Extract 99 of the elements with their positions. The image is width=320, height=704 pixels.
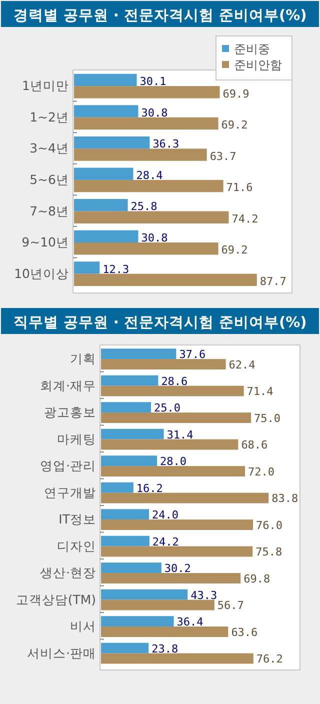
data-label: 25.0 [154,402,180,415]
bar [101,509,149,520]
y-tick-label: 3~4년 [30,140,69,156]
bar [101,412,251,423]
chart-title: 직무별 공무원 · 전문자격시험 준비여부(%) [13,315,307,331]
bar [74,136,150,149]
bar [74,74,137,86]
bar [101,616,174,627]
bar [101,456,157,466]
data-label: 28.6 [161,374,188,388]
data-label: 62.4 [228,358,256,372]
y-tick-label: 영업·관리 [40,458,96,474]
data-label: 71.4 [246,385,274,398]
y-tick-label: 서비스·판매 [27,645,96,660]
bar [101,653,254,664]
bar [101,348,176,360]
y-tick-label: 마케팅 [57,431,96,446]
bar [101,536,150,546]
bar [101,482,134,493]
data-label: 30.2 [164,562,191,576]
data-label: 74.2 [232,212,258,226]
bar [74,274,257,286]
bar [74,262,100,274]
bar [101,573,241,584]
data-label: 24.0 [152,508,178,522]
legend-label: 준비안함 [234,58,282,72]
data-label: 87.7 [260,274,286,288]
data-label: 83.8 [272,492,298,506]
y-tick-label: 1~2년 [30,109,69,124]
bar [74,168,134,180]
y-tick-label: 생산·현장 [40,565,96,580]
data-label: 36.3 [152,138,180,151]
data-label: 72.0 [248,465,274,478]
data-label: 16.2 [136,482,163,495]
data-label: 28.0 [160,455,186,468]
data-label: 24.2 [152,535,179,548]
bar [74,180,224,192]
data-label: 37.6 [179,348,206,362]
bar [101,428,164,440]
data-label: 68.6 [241,438,268,452]
bar [74,86,220,98]
bar [74,242,218,255]
data-label: 31.4 [166,428,194,442]
bar [101,466,245,476]
bar [74,105,138,118]
data-label: 76.2 [256,652,283,666]
y-tick-label: IT정보 [58,512,96,527]
bar [101,626,228,637]
y-tick-label: 기획 [70,351,96,366]
bar [101,589,188,600]
y-tick-label: 고객상담(TM) [16,592,96,607]
data-label: 69.2 [221,244,248,257]
data-label: 63.7 [210,150,236,163]
bar [101,375,158,386]
data-label: 76.0 [256,518,282,532]
data-label: 25.8 [130,200,158,214]
data-label: 30.8 [141,106,168,120]
bar [101,642,149,654]
data-label: 56.7 [217,599,244,612]
bar [74,117,218,130]
data-label: 71.6 [226,181,253,194]
y-tick-label: 연구개발 [44,484,96,500]
y-tick-label: 10년이상 [14,266,69,281]
data-label: 28.4 [136,168,164,182]
chart-title: 경력별 공무원 · 전문자격시험 준비여부(%) [13,8,307,24]
data-label: 69.8 [244,572,270,586]
bar [101,402,151,413]
bar [101,386,244,396]
y-tick-label: 5~6년 [30,172,69,187]
bar [74,230,138,243]
data-label: 36.4 [176,616,204,629]
data-label: 12.3 [102,262,130,276]
data-label: 63.6 [231,626,258,639]
data-label: 75.0 [254,412,280,425]
y-tick-label: 회계·재무 [40,378,96,393]
bar [101,520,253,530]
bar [101,439,238,450]
bar [101,492,269,504]
y-tick-label: 7~8년 [30,203,69,218]
legend-label: 준비중 [234,42,270,56]
data-label: 30.1 [140,75,166,88]
data-label: 69.2 [221,118,248,132]
y-tick-label: 9~10년 [22,234,69,250]
data-label: 75.8 [256,546,282,559]
bar [101,359,226,370]
bar [101,562,162,574]
y-tick-label: 1년미만 [22,78,69,94]
bar [74,199,128,212]
bar [101,600,214,610]
bar [101,546,253,557]
data-label: 43.3 [190,588,218,602]
data-label: 30.8 [141,232,168,245]
y-tick-label: 디자인 [57,538,96,554]
data-label: 69.9 [222,87,250,100]
bar [74,148,207,161]
y-tick-label: 광고홍보 [44,404,96,420]
bar [74,211,229,224]
y-tick-label: 비서 [70,618,96,634]
data-label: 23.8 [152,642,178,656]
